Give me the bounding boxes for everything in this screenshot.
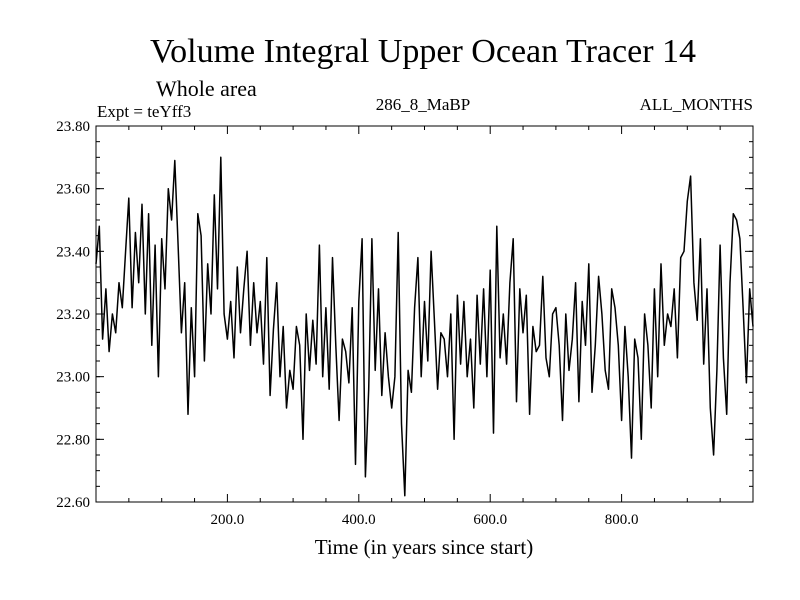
y-tick-label: 23.20 (56, 307, 90, 323)
series-line (95, 156, 754, 497)
chart-title: Volume Integral Upper Ocean Tracer 14 (150, 33, 696, 70)
series-group (95, 156, 754, 497)
y-tick-label: 23.80 (56, 119, 90, 135)
months-label: ALL_MONTHS (640, 95, 753, 114)
x-axis-label: Time (in years since start) (315, 535, 534, 559)
x-tick-label: 200.0 (211, 512, 245, 528)
y-axis: 22.60 22.80 23.00 23.20 23.40 23.60 23.80 (56, 119, 753, 511)
x-tick-label: 400.0 (342, 512, 376, 528)
x-axis: 200.0 400.0 600.0 800.0 (128, 126, 721, 528)
y-tick-label: 23.60 (56, 182, 90, 198)
run-label: 286_8_MaBP (376, 95, 470, 114)
x-tick-label: 600.0 (473, 512, 507, 528)
y-tick-label: 23.40 (56, 244, 90, 260)
y-tick-label: 22.60 (56, 495, 90, 511)
experiment-label: Expt = teYff3 (97, 102, 191, 121)
chart-subtitle: Whole area (156, 76, 257, 101)
plot-frame (95, 125, 754, 503)
x-tick-label: 800.0 (605, 512, 639, 528)
y-tick-label: 23.00 (56, 370, 90, 386)
y-tick-label: 22.80 (56, 432, 90, 448)
